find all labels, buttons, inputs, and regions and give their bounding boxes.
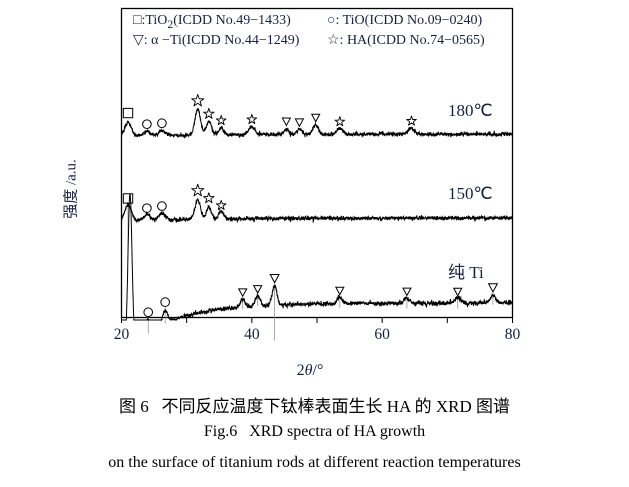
svg-text:60: 60 bbox=[374, 326, 390, 343]
svg-text:20: 20 bbox=[114, 326, 130, 343]
svg-text:80: 80 bbox=[505, 326, 521, 343]
svg-text:40: 40 bbox=[244, 326, 260, 343]
